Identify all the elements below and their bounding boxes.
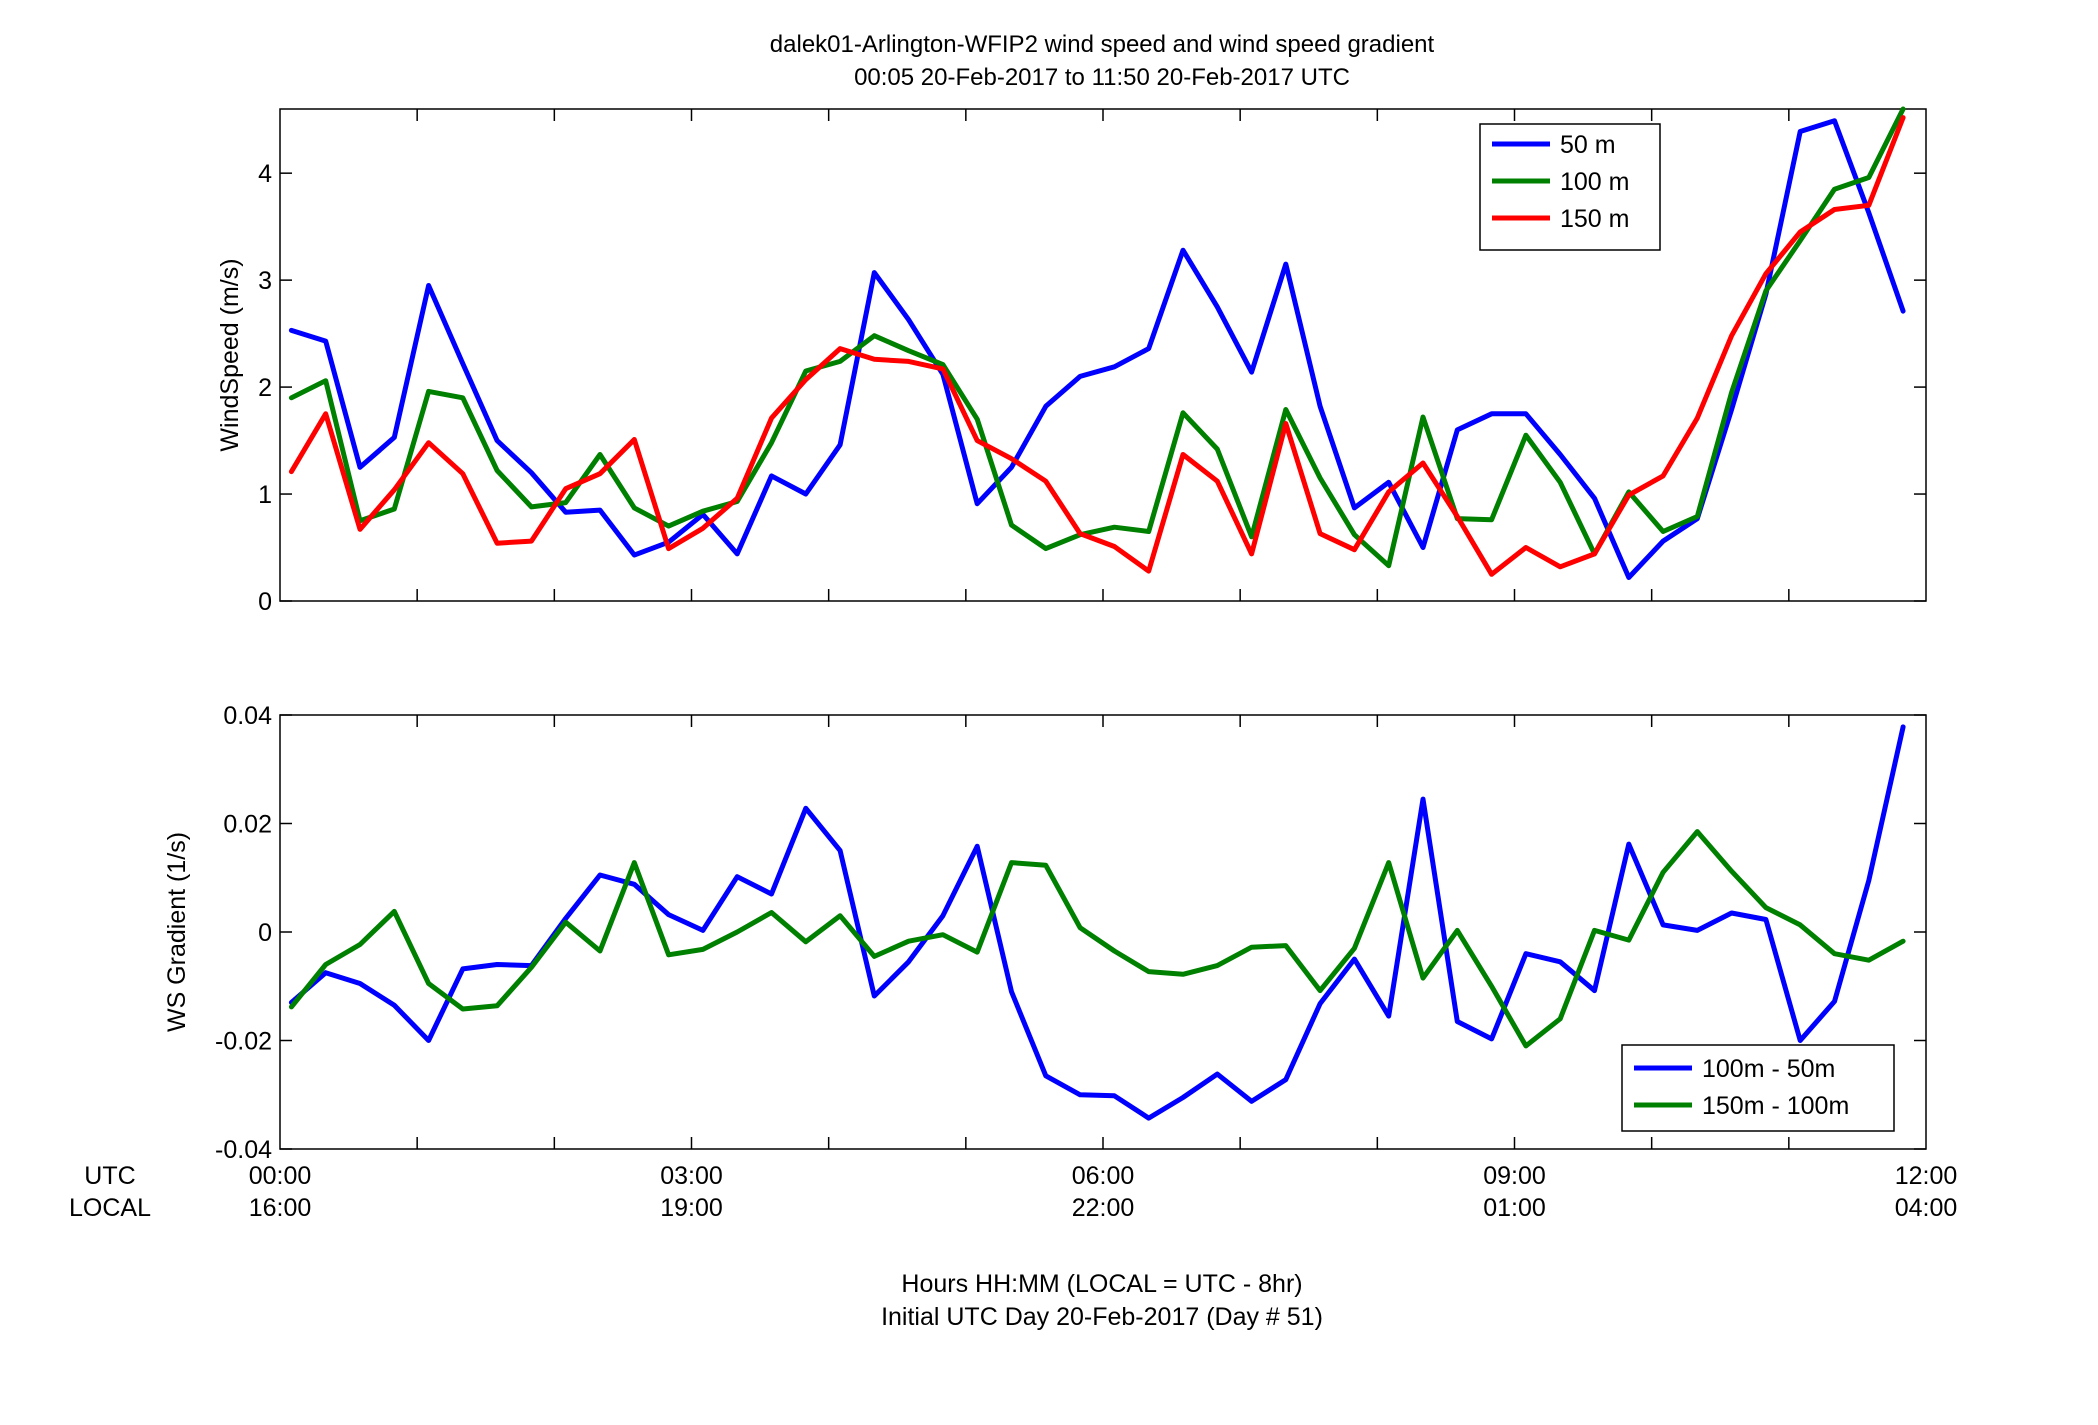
windspeed-x-ticks bbox=[416, 109, 1790, 601]
x-tick-label-utc: 12:00 bbox=[1895, 1162, 1958, 1190]
windspeed-series-100-m bbox=[288, 106, 1906, 569]
gradient-y-ticks: -0.04 -0.02 0 0.02 0.04 bbox=[215, 702, 1926, 1164]
x-tick-label-local: 19:00 bbox=[660, 1194, 723, 1222]
gradient-legend: 100m - 50m 150m - 100m bbox=[1621, 1044, 1895, 1132]
gradient-legend-box bbox=[1621, 1044, 1895, 1132]
utc-row-label: UTC bbox=[84, 1162, 135, 1190]
windspeed-legend-label-100-m: 100 m bbox=[1560, 168, 1629, 196]
x-tick-label-utc: 06:00 bbox=[1072, 1162, 1135, 1190]
gradient-series bbox=[288, 724, 1906, 1121]
windspeed-series bbox=[288, 106, 1906, 580]
x-tick-label-utc: 00:00 bbox=[249, 1162, 312, 1190]
x-tick-label-local: 01:00 bbox=[1483, 1194, 1546, 1222]
windspeed-panel: 0 1 2 3 4 WindSpeed (m/s) 50 m 100 m 150 m bbox=[216, 106, 1927, 616]
x-axis-label-line1: Hours HH:MM (LOCAL = UTC - 8hr) bbox=[901, 1270, 1302, 1298]
gradient-y-tick-label: -0.02 bbox=[215, 1028, 272, 1056]
chart-title-line1: dalek01-Arlington-WFIP2 wind speed and w… bbox=[770, 31, 1435, 58]
windspeed-y-tick-label: 3 bbox=[258, 267, 272, 295]
gradient-y-tick-label: 0.02 bbox=[223, 811, 272, 839]
windspeed-legend-label-150-m: 150 m bbox=[1560, 205, 1629, 233]
chart-title-line2: 00:05 20-Feb-2017 to 11:50 20-Feb-2017 U… bbox=[854, 64, 1350, 91]
x-tick-label-local: 04:00 bbox=[1895, 1194, 1958, 1222]
x-tick-label-local: 16:00 bbox=[249, 1194, 312, 1222]
gradient-y-axis-label: WS Gradient (1/s) bbox=[163, 832, 191, 1032]
windspeed-y-axis-label: WindSpeed (m/s) bbox=[216, 258, 244, 451]
x-tick-label-utc: 09:00 bbox=[1483, 1162, 1546, 1190]
x-tick-label-local: 22:00 bbox=[1072, 1194, 1135, 1222]
x-tick-label-utc: 03:00 bbox=[660, 1162, 723, 1190]
windspeed-y-ticks: 0 1 2 3 4 bbox=[258, 160, 1926, 616]
gradient-x-ticks bbox=[416, 715, 1790, 1149]
windspeed-y-tick-label: 1 bbox=[258, 481, 272, 509]
x-tick-labels: 00:00 16:00 03:00 19:00 06:00 22:00 09:00 01:00… bbox=[249, 1162, 1958, 1222]
gradient-legend-label-150m-100m: 150m - 100m bbox=[1702, 1092, 1849, 1120]
gradient-y-tick-label: 0.04 bbox=[223, 702, 272, 730]
windspeed-y-tick-label: 4 bbox=[258, 160, 272, 188]
x-axis-label-line2: Initial UTC Day 20-Feb-2017 (Day # 51) bbox=[881, 1303, 1323, 1331]
gradient-series-150m-100m bbox=[288, 829, 1906, 1049]
windspeed-legend: 50 m 100 m 150 m bbox=[1479, 123, 1661, 251]
windspeed-y-tick-label: 0 bbox=[258, 588, 272, 616]
gradient-y-tick-label: 0 bbox=[258, 919, 272, 947]
gradient-panel: -0.04 -0.02 0 0.02 0.04 WS Gradient (1/s) 10… bbox=[163, 702, 1927, 1164]
gradient-y-tick-label: -0.04 bbox=[215, 1136, 272, 1164]
gradient-legend-label-100m-50m: 100m - 50m bbox=[1702, 1055, 1835, 1083]
windspeed-y-tick-label: 2 bbox=[258, 374, 272, 402]
windspeed-legend-label-50-m: 50 m bbox=[1560, 131, 1616, 159]
windspeed-series-150-m bbox=[288, 115, 1906, 577]
local-row-label: LOCAL bbox=[69, 1194, 151, 1222]
